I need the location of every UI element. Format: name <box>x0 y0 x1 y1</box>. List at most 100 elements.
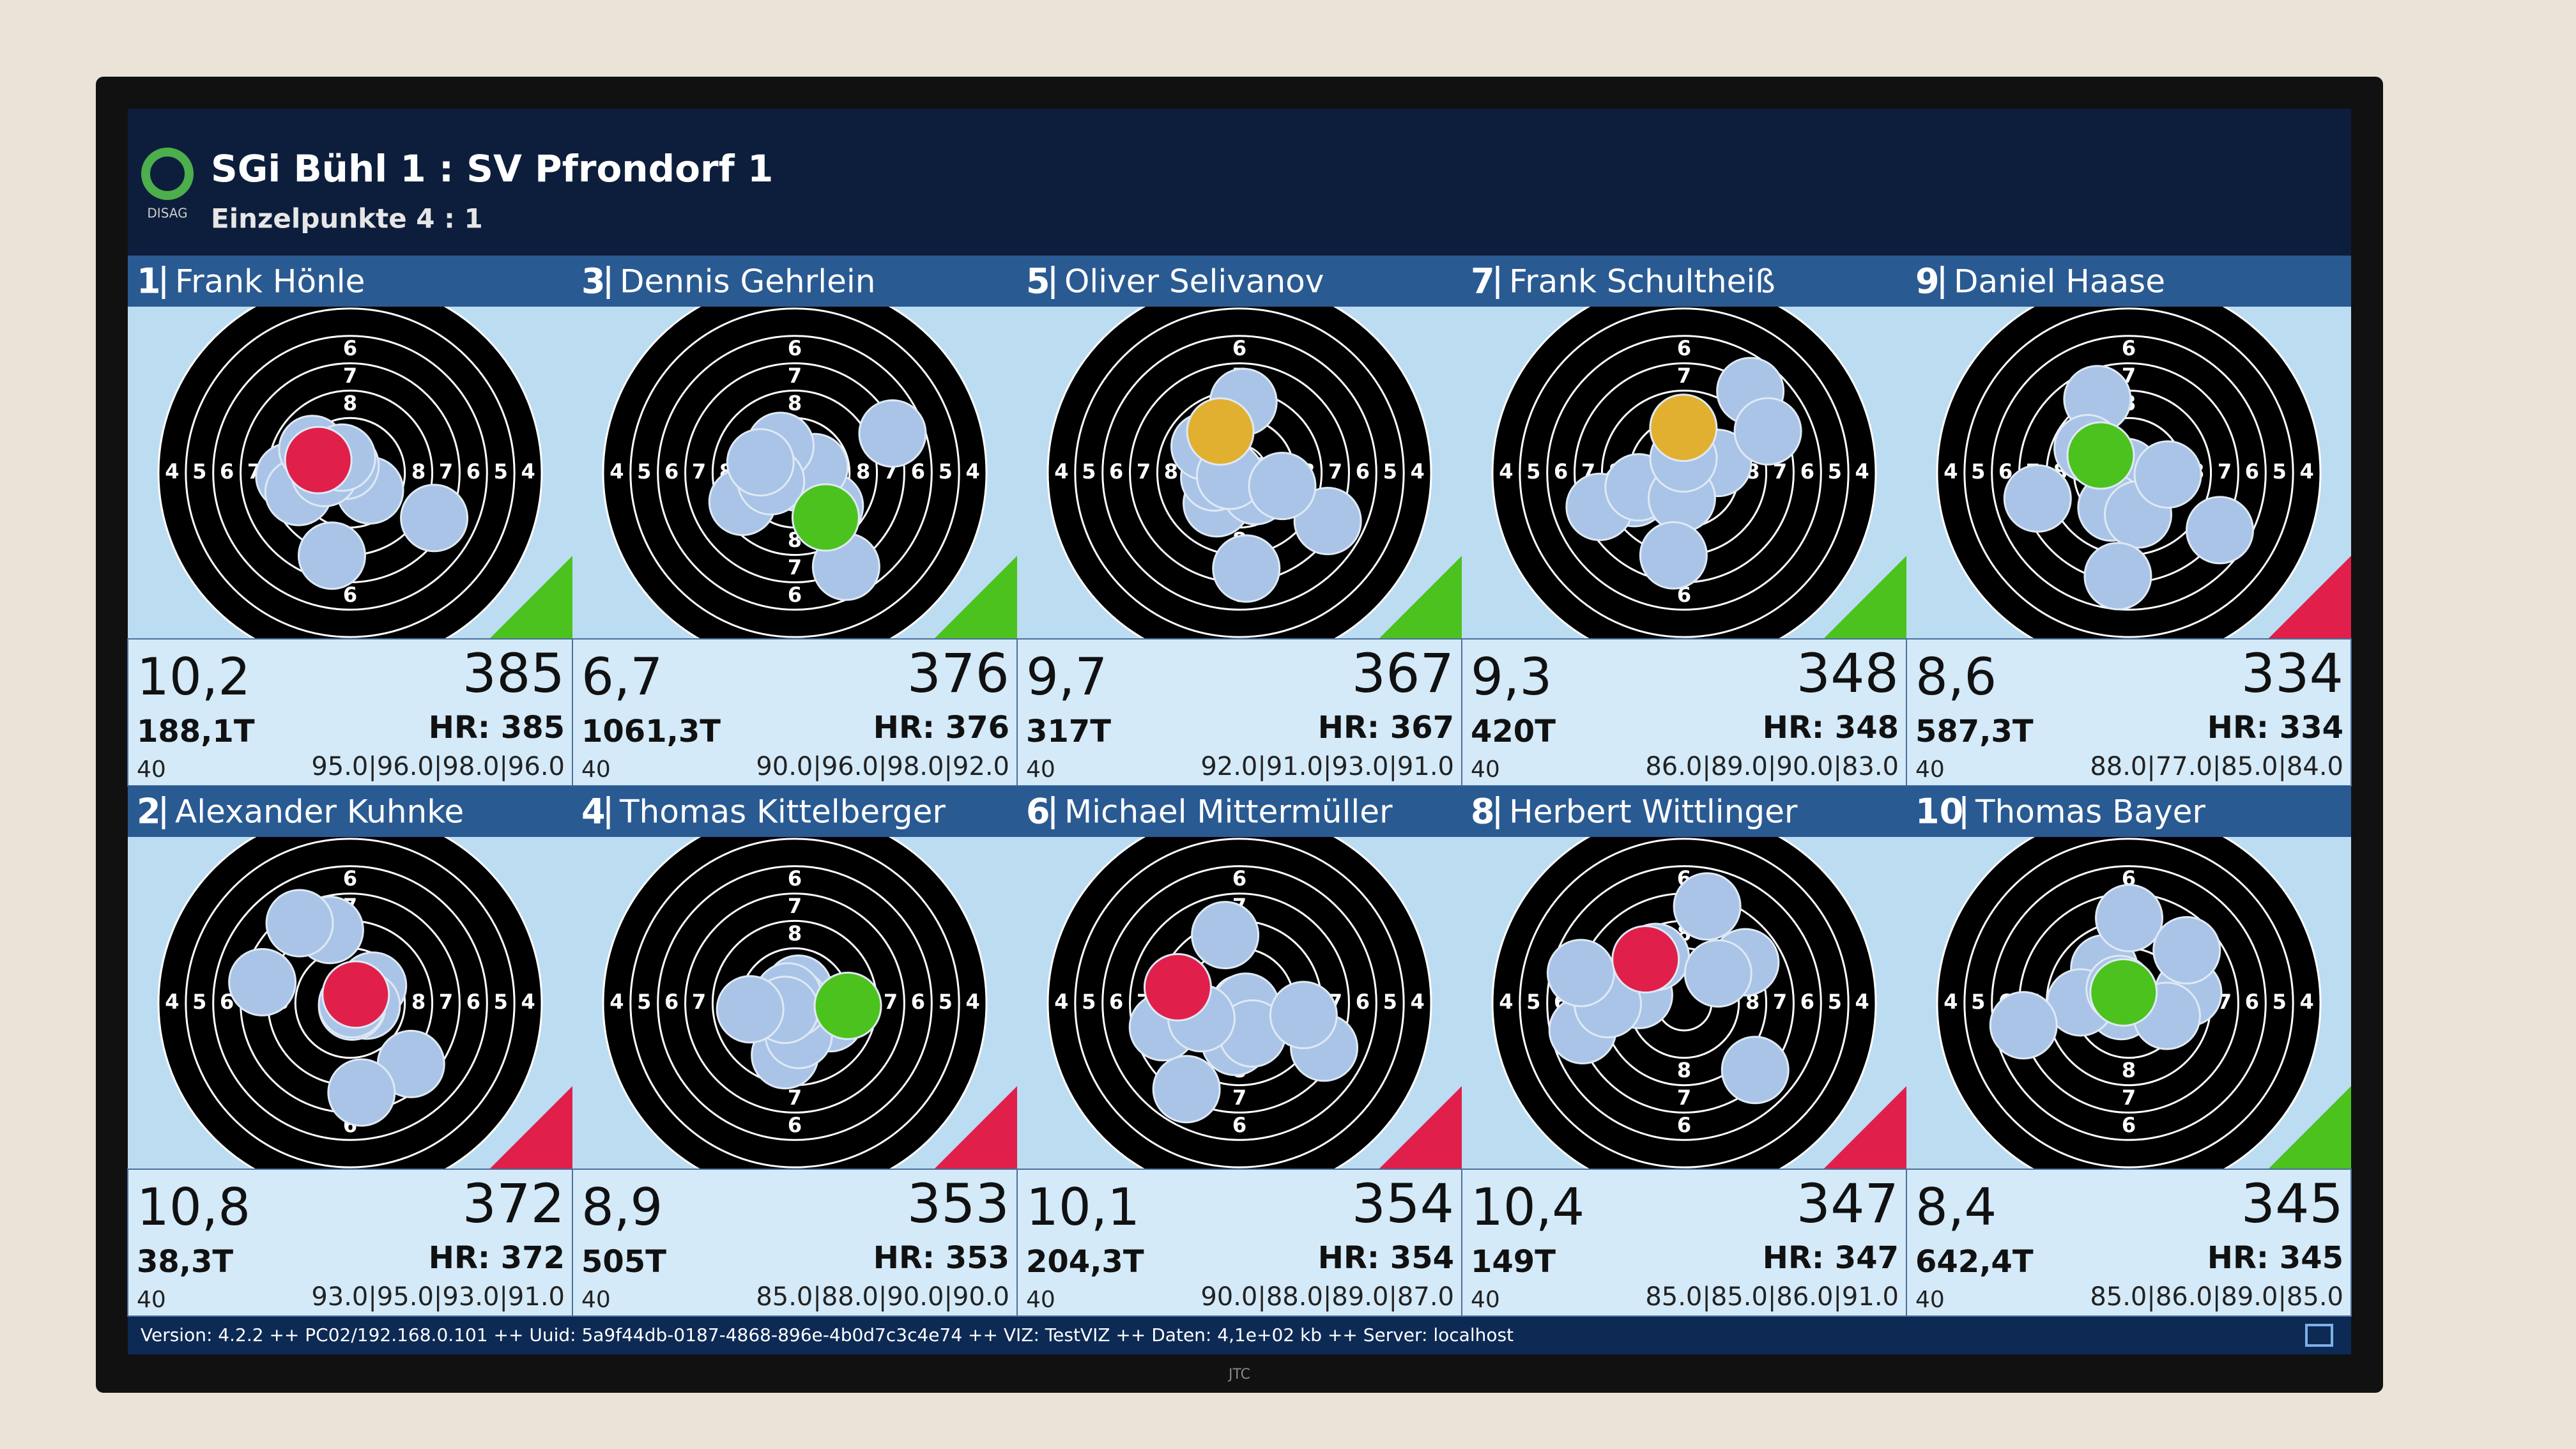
shot-hole <box>2186 496 2255 565</box>
ring-label: 6 <box>1232 1113 1246 1137</box>
ring-label: 8 <box>2122 1058 2136 1082</box>
ring-label: 6 <box>220 990 234 1014</box>
ring-label: 6 <box>466 990 480 1014</box>
series: 90.0|88.0|89.0|87.0 <box>1200 1282 1454 1312</box>
ring-label: 7 <box>2122 1085 2136 1110</box>
shot-count: 40 <box>1471 1287 1500 1313</box>
ring-label: 6 <box>2245 990 2259 1014</box>
ring-label: 5 <box>1971 990 1985 1014</box>
ring-label: 7 <box>343 364 357 388</box>
ring <box>629 307 960 638</box>
ring-label: 6 <box>343 866 357 891</box>
player-name: Dennis Gehrlein <box>620 263 875 300</box>
ring-label: 7 <box>692 459 706 484</box>
ring-label: 8 <box>343 391 357 415</box>
ring-label: 7 <box>788 555 802 579</box>
ring-label: 6 <box>2122 1113 2136 1137</box>
ring-label: 5 <box>494 990 508 1014</box>
name-bar <box>1462 786 1906 837</box>
ring-label: 6 <box>788 1113 802 1137</box>
ring-label: 4 <box>165 459 179 484</box>
name-bar <box>572 786 1017 837</box>
shot-hole <box>1293 487 1362 556</box>
ring <box>684 893 905 1114</box>
shot-hole <box>1721 1036 1790 1105</box>
shot-hole <box>265 889 334 958</box>
ring-label: 5 <box>1971 459 1985 484</box>
player-name: Daniel Haase <box>1954 263 2165 300</box>
shot-hole <box>1191 901 1260 970</box>
shot-hole <box>1152 1055 1221 1124</box>
shot-hole <box>1248 452 1317 521</box>
rank: 2 <box>137 792 161 832</box>
ring <box>185 838 516 1169</box>
info-area <box>572 638 1018 786</box>
shot-hole <box>400 484 469 553</box>
ring <box>1546 335 1822 611</box>
name-bar <box>128 786 572 837</box>
ring <box>657 865 933 1141</box>
ring <box>602 307 988 639</box>
ring-label: 4 <box>1410 990 1424 1014</box>
last-shot <box>2066 421 2135 490</box>
player-name: Oliver Selivanov <box>1064 263 1324 300</box>
ring-label: 6 <box>220 459 234 484</box>
ring-label: 7 <box>2218 459 2232 484</box>
ring-label: 6 <box>911 459 925 484</box>
high-result: HR: 353 <box>873 1240 1009 1276</box>
ring <box>1129 893 1350 1114</box>
time: 1061,3T <box>581 714 721 749</box>
ring <box>1546 865 1822 1141</box>
ring-label: 8 <box>788 391 802 415</box>
ring-label: 4 <box>2299 990 2313 1014</box>
ring-label: 4 <box>165 990 179 1014</box>
ring <box>212 335 488 611</box>
time: 505T <box>581 1244 666 1280</box>
ring <box>1991 865 2267 1141</box>
ring-label: 7 <box>1137 459 1151 484</box>
ring-label: 5 <box>192 990 206 1014</box>
name-bar <box>1906 786 2351 837</box>
info-area <box>1461 638 1907 786</box>
ring-label: 6 <box>1800 459 1814 484</box>
rank: 8 <box>1471 792 1495 832</box>
high-result: HR: 367 <box>1318 710 1454 746</box>
shot-hole <box>2003 464 2072 533</box>
total-score: 347 <box>1797 1172 1899 1235</box>
total-score: 376 <box>907 642 1009 705</box>
last-shot <box>1186 397 1255 466</box>
ring-label: 6 <box>343 336 357 360</box>
ring-label: 8 <box>411 990 425 1014</box>
last-shot-value: 10,8 <box>137 1177 250 1237</box>
footer-text: Version: 4.2.2 ++ PC02/192.168.0.101 ++ … <box>141 1324 1514 1346</box>
logo-icon <box>141 148 194 200</box>
series: 85.0|88.0|90.0|90.0 <box>756 1282 1009 1312</box>
trend-corner <box>1379 556 1462 639</box>
total-score: 353 <box>907 1172 1009 1235</box>
total-score: 367 <box>1352 642 1454 705</box>
ring-label: 6 <box>1232 336 1246 360</box>
shot-hole <box>2152 916 2221 985</box>
shot-hole <box>1683 939 1752 1008</box>
player-name: Alexander Kuhnke <box>175 793 464 831</box>
time: 420T <box>1471 714 1556 749</box>
rank: 6 <box>1026 792 1050 832</box>
shot-count: 40 <box>137 756 166 783</box>
ring-label: 5 <box>1383 990 1397 1014</box>
last-shot-value: 6,7 <box>581 647 663 707</box>
shot-hole <box>716 975 785 1044</box>
shot-hole <box>1733 397 1802 466</box>
ring-label: 4 <box>1855 990 1869 1014</box>
series: 93.0|95.0|93.0|91.0 <box>311 1282 565 1312</box>
shot-hole <box>858 399 927 468</box>
total-score: 345 <box>2241 1172 2343 1235</box>
shot-hole <box>297 521 366 590</box>
ring <box>1519 307 1850 638</box>
time: 587,3T <box>1915 714 2034 749</box>
ring-label: 7 <box>788 1085 802 1110</box>
